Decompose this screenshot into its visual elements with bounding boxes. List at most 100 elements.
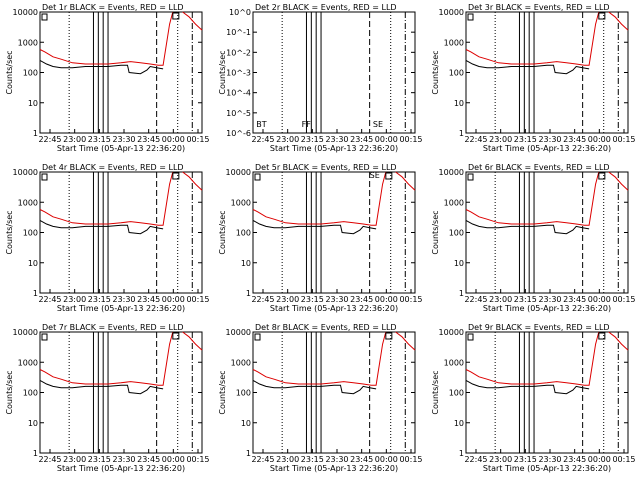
y-axis-label: Counts/sec [5, 210, 14, 254]
y-tick-label: 100 [449, 229, 464, 238]
panel-det-4: Det 4r BLACK = Events, RED = LLD 1 10 100 10… [5, 163, 210, 313]
y-tick-label: 1000 [18, 358, 38, 367]
x-tick-label: 00:00 [375, 455, 398, 464]
panel-title: Det 6r BLACK = Events, RED = LLD [468, 163, 610, 172]
y-tick-label: 1 [33, 129, 38, 138]
marker-box [41, 333, 48, 341]
x-axis-label: Start Time (05-Apr-13 22:36:20) [57, 464, 185, 473]
panel-det-2: Det 2r BLACK = Events, RED = LLD 10^-6 10^… [218, 3, 423, 153]
panel-det-9: Det 9r BLACK = Events, RED = LLD 1 10 100 10… [431, 323, 636, 473]
x-tick-label: 23:30 [112, 295, 135, 304]
y-tick-label: 10^0 [229, 8, 251, 17]
marker-box [41, 13, 48, 21]
x-tick-label: 23:45 [137, 135, 160, 144]
y-tick-label: 10 [454, 99, 464, 108]
x-tick-label: 23:00 [276, 295, 299, 304]
x-axis-label: Start Time (05-Apr-13 22:36:20) [483, 464, 611, 473]
lld-curve [465, 331, 600, 386]
marker-box [254, 333, 261, 341]
y-tick-label: 10 [454, 259, 464, 268]
y-tick-label: 10 [241, 419, 251, 428]
marker-box [172, 172, 180, 180]
panel-det-5: Det 5r BLACK = Events, RED = LLD 1 10 100 10… [218, 163, 423, 313]
x-tick-label: 23:00 [276, 455, 299, 464]
y-axis-label: Counts/sec [431, 210, 440, 254]
events-curve [39, 59, 164, 75]
y-tick-label: 1000 [18, 38, 38, 47]
x-tick-label: 23:30 [325, 455, 348, 464]
x-tick-label: 23:15 [301, 295, 324, 304]
marker-box [172, 12, 180, 20]
y-tick-label: 100 [23, 389, 38, 398]
x-tick-label: 23:30 [112, 135, 135, 144]
y-tick-label: 10 [28, 99, 38, 108]
x-tick-label: 00:00 [588, 295, 611, 304]
y-tick-label: 1 [246, 449, 251, 458]
panel-title: Det 7r BLACK = Events, RED = LLD [42, 323, 184, 332]
y-axis-label: Counts/sec [431, 370, 440, 414]
y-tick-label: 1 [246, 289, 251, 298]
events-curve [465, 379, 590, 395]
y-tick-label: 1 [33, 449, 38, 458]
y-tick-label: 10000 [439, 328, 464, 337]
y-tick-label: 10^-4 [226, 89, 251, 98]
lld-curve [465, 11, 600, 66]
x-tick-label: 22:45 [38, 295, 61, 304]
marker-box [254, 173, 261, 181]
panel-title: Det 1r BLACK = Events, RED = LLD [42, 3, 184, 12]
y-tick-label: 10000 [439, 8, 464, 17]
x-tick-label: 22:45 [464, 135, 487, 144]
y-tick-label: 10 [28, 419, 38, 428]
y-tick-label: 1 [33, 289, 38, 298]
y-tick-label: 100 [236, 389, 251, 398]
events-curve [465, 219, 590, 235]
lld-curve [39, 331, 174, 386]
events-curve [39, 219, 164, 235]
x-tick-label: 00:15 [186, 295, 209, 304]
x-tick-label: 23:30 [325, 295, 348, 304]
lld-curve [252, 171, 387, 226]
x-tick-label: 00:00 [375, 135, 398, 144]
y-axis-label: Counts/sec [218, 210, 227, 254]
panel-title: Det 4r BLACK = Events, RED = LLD [42, 163, 184, 172]
events-curve [39, 379, 164, 395]
y-tick-label: 10^-2 [226, 48, 251, 57]
lld-curve [39, 11, 174, 66]
lld-curve [39, 171, 174, 226]
marker-box [172, 332, 180, 340]
x-tick-label: 00:15 [612, 135, 635, 144]
x-tick-label: 23:15 [514, 455, 537, 464]
panel-title: Det 2r BLACK = Events, RED = LLD [255, 3, 397, 12]
x-tick-label: 22:45 [251, 135, 274, 144]
y-tick-label: 10000 [439, 168, 464, 177]
x-axis-label: Start Time (05-Apr-13 22:36:20) [270, 304, 398, 313]
region-label: BT [256, 120, 266, 129]
y-tick-label: 10 [28, 259, 38, 268]
x-tick-label: 00:15 [399, 455, 422, 464]
y-tick-label: 10^-3 [226, 69, 251, 78]
x-tick-label: 00:15 [399, 135, 422, 144]
x-tick-label: 23:00 [63, 135, 86, 144]
x-tick-label: 23:45 [137, 455, 160, 464]
y-tick-label: 10 [241, 259, 251, 268]
marker-box [41, 173, 48, 181]
y-tick-label: 10000 [13, 168, 38, 177]
x-tick-label: 00:00 [588, 455, 611, 464]
y-tick-label: 10 [454, 419, 464, 428]
y-axis-label: Counts/sec [5, 50, 14, 94]
panel-det-6: Det 6r BLACK = Events, RED = LLD 1 10 100 10… [431, 163, 636, 313]
y-tick-label: 1000 [444, 198, 464, 207]
x-tick-label: 23:00 [63, 455, 86, 464]
lld-curve [465, 171, 600, 226]
y-axis-label: Counts/sec [5, 370, 14, 414]
y-tick-label: 1 [459, 449, 464, 458]
panel-title: Det 9r BLACK = Events, RED = LLD [468, 323, 610, 332]
x-tick-label: 22:45 [251, 295, 274, 304]
y-tick-label: 1000 [231, 198, 251, 207]
lld-curve-tail [395, 331, 416, 351]
x-axis-label: Start Time (05-Apr-13 22:36:20) [483, 144, 611, 153]
y-axis-label: Counts/sec [218, 50, 227, 94]
y-tick-label: 1 [459, 289, 464, 298]
marker-box [598, 12, 606, 20]
x-tick-label: 23:30 [325, 135, 348, 144]
